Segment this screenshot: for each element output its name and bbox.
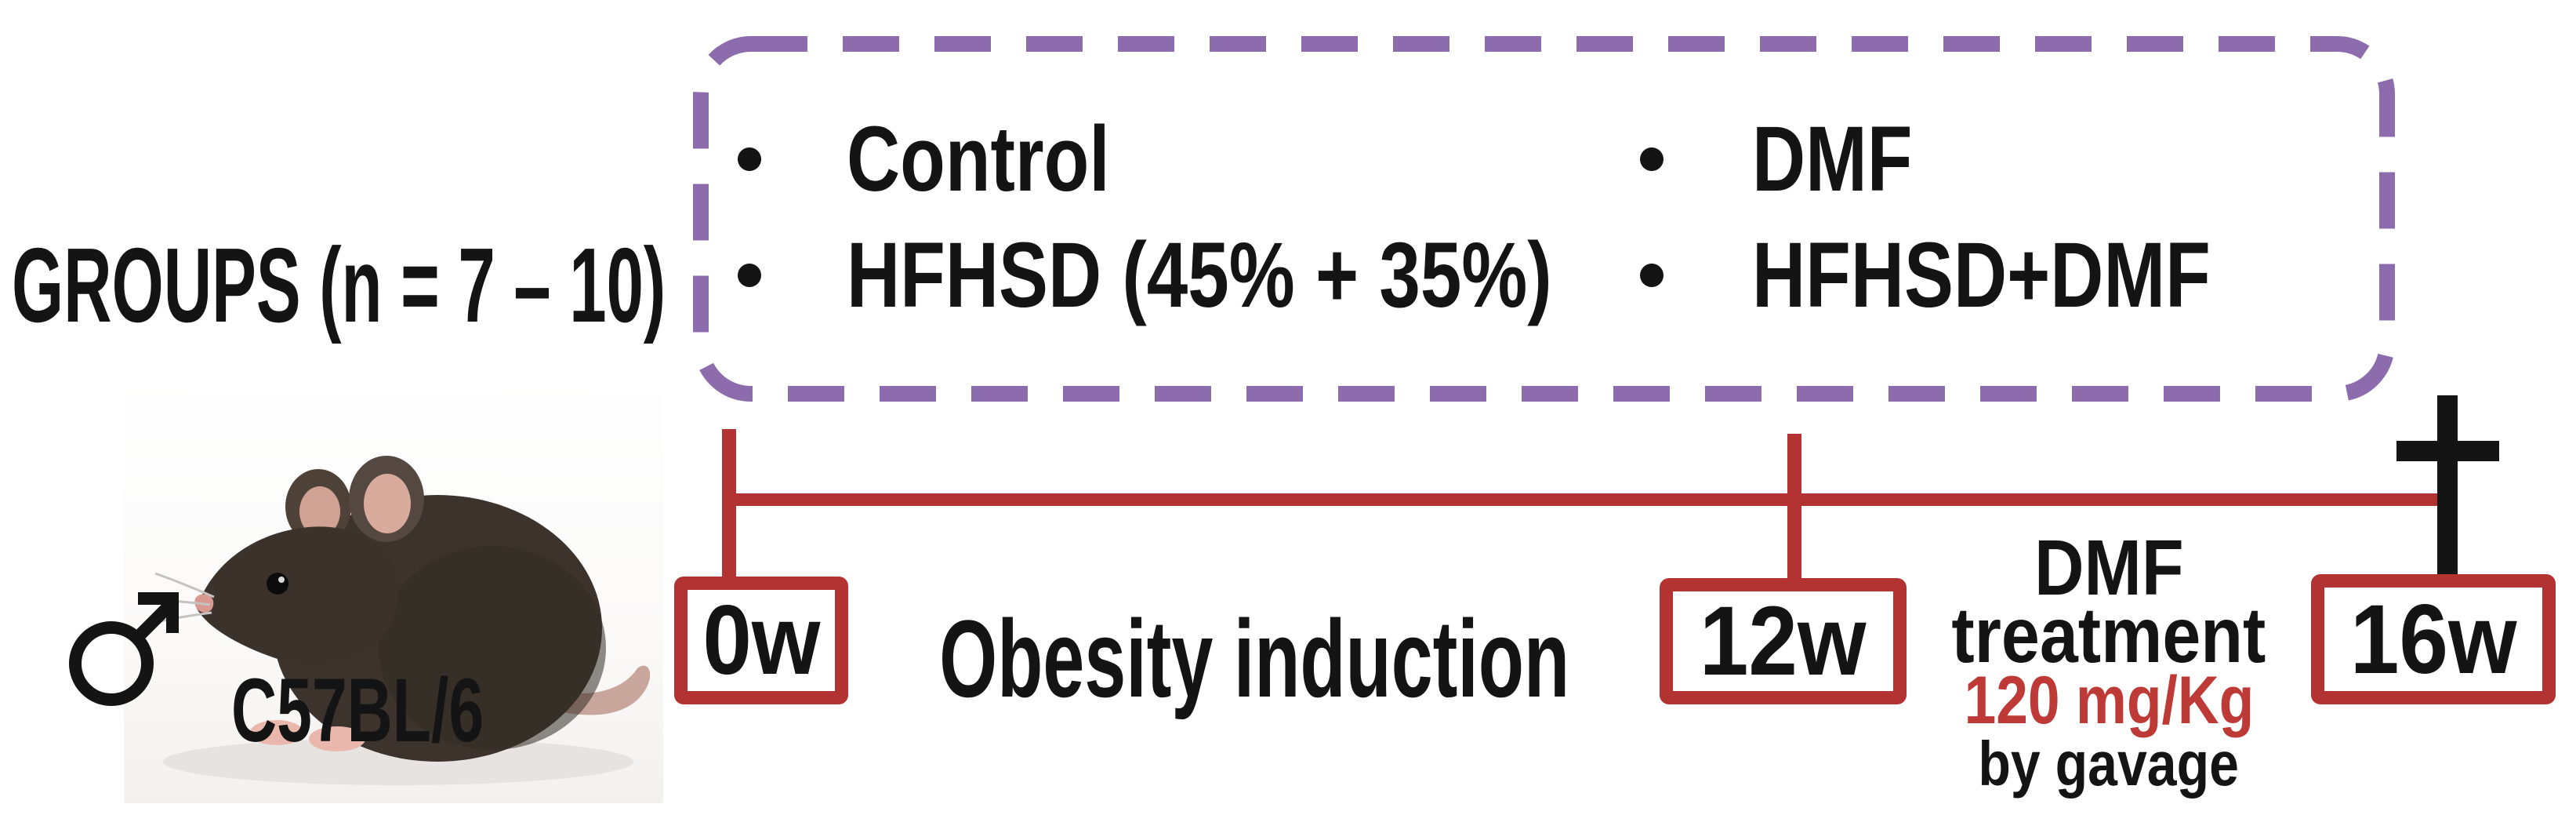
phase1-label-text: Obesity induction bbox=[939, 597, 1569, 720]
timeline-tick-12w bbox=[1787, 434, 1801, 580]
bullet-icon bbox=[738, 147, 761, 171]
group-item-label: HFHSD+DMF bbox=[1752, 224, 2211, 327]
milestone-label: 0w bbox=[702, 586, 821, 695]
milestone-box-16w: 16w bbox=[2311, 574, 2556, 704]
group-item-label: Control bbox=[847, 107, 1110, 211]
phase2-title-line1: DMF bbox=[2034, 523, 2184, 612]
group-item-control: Control bbox=[738, 107, 1175, 211]
strain-label-text: C57BL/6 bbox=[231, 660, 484, 761]
phase2-label-block: DMF treatment 120 mg/Kg by gavage bbox=[1913, 523, 2305, 799]
male-symbol-icon bbox=[69, 592, 179, 706]
timeline-axis bbox=[729, 493, 2446, 506]
mouse-illustration bbox=[137, 456, 651, 785]
death-cross-icon-bar bbox=[2396, 441, 2499, 461]
mouse-ear-front-inner bbox=[364, 474, 411, 533]
phase1-label: Obesity induction bbox=[862, 597, 1646, 720]
death-cross-icon bbox=[2437, 395, 2458, 579]
mouse-haunch bbox=[379, 546, 606, 750]
milestone-box-0w: 0w bbox=[674, 577, 848, 704]
mouse-front-foot-1 bbox=[250, 720, 303, 745]
phase2-route: by gavage bbox=[1978, 729, 2240, 799]
mouse-ear-back-inner bbox=[299, 486, 340, 537]
mouse-eye-glint bbox=[278, 577, 285, 583]
phase2-dose: 120 mg/Kg bbox=[1964, 662, 2254, 738]
mouse-photo bbox=[124, 373, 663, 803]
group-item-dmf: DMF bbox=[1640, 107, 1953, 211]
groups-title-text: GROUPS (n = 7 – 10) bbox=[12, 225, 666, 344]
mouse-head bbox=[197, 526, 399, 665]
group-item-hfhsd: HFHSD (45% + 35%) bbox=[738, 224, 1729, 327]
milestone-box-12w: 12w bbox=[1660, 578, 1907, 704]
bullet-icon bbox=[1640, 264, 1664, 287]
group-item-label: DMF bbox=[1752, 107, 1913, 211]
phase2-title-line2: treatment bbox=[1951, 591, 2266, 679]
group-item-label: HFHSD (45% + 35%) bbox=[847, 224, 1552, 327]
mouse-front-foot-2 bbox=[309, 726, 365, 751]
group-item-hfhsd-dmf: HFHSD+DMF bbox=[1640, 224, 2325, 327]
bullet-icon bbox=[1640, 147, 1664, 171]
bullet-icon bbox=[738, 264, 761, 287]
groups-panel-border bbox=[693, 36, 2395, 402]
mouse-shadow bbox=[163, 738, 633, 785]
strain-label: C57BL/6 bbox=[231, 660, 592, 761]
milestone-label: 12w bbox=[1700, 587, 1867, 696]
milestone-label: 16w bbox=[2349, 584, 2517, 694]
groups-title: GROUPS (n = 7 – 10) bbox=[12, 226, 1050, 344]
timeline-tick-0w bbox=[722, 429, 736, 578]
mouse-eye bbox=[267, 573, 288, 595]
